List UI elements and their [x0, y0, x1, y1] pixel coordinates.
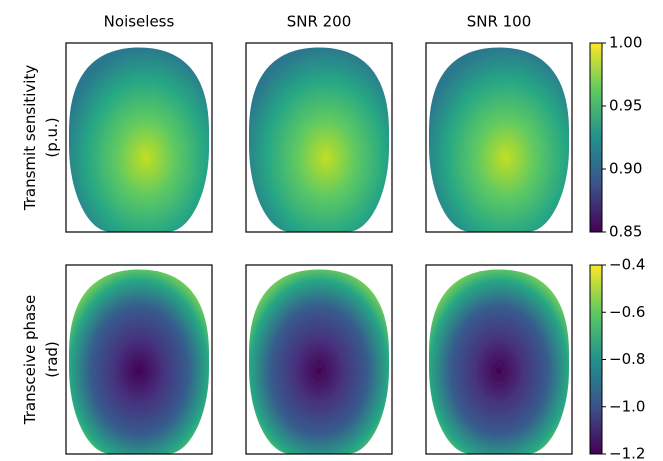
colorbar-tick-label: 1.00 — [609, 34, 642, 52]
image-panel — [69, 47, 209, 232]
row-label-line: (rad) — [43, 341, 61, 378]
image-panel — [429, 269, 569, 454]
panel-frame — [425, 42, 573, 233]
column-title: SNR 100 — [467, 13, 532, 31]
panel-frame — [425, 264, 573, 455]
colorbar-tick-label: 0.95 — [609, 97, 642, 115]
colorbar — [589, 42, 603, 233]
image-panel — [69, 269, 209, 454]
colorbar-tick-label: −0.4 — [609, 256, 645, 274]
row-label: Transceive phase (rad) — [21, 295, 61, 425]
panel-frame — [245, 264, 393, 455]
panel-frame — [245, 42, 393, 233]
colorbar-tick-label: −0.6 — [609, 303, 645, 321]
head-map — [429, 269, 569, 454]
colorbar-tick-label: −1.2 — [609, 445, 645, 461]
image-panel — [249, 47, 389, 232]
head-map — [249, 47, 389, 232]
column-title: Noiseless — [104, 13, 175, 31]
head-map — [69, 269, 209, 454]
panel-frame — [65, 264, 213, 455]
head-map — [249, 269, 389, 454]
row-label-line: Transceive phase — [21, 295, 39, 425]
colorbar-tick-label: −1.0 — [609, 397, 645, 415]
column-title: SNR 200 — [287, 13, 352, 31]
image-panel — [429, 47, 569, 232]
colorbar-tick-label: −0.8 — [609, 350, 645, 368]
row-label-line: Transmit sensitivity — [21, 65, 39, 212]
colorbar-tick-label: 0.90 — [609, 160, 642, 178]
row-label: Transmit sensitivity (p.u.) — [21, 65, 61, 212]
colorbar — [589, 264, 603, 455]
image-panel — [249, 269, 389, 454]
colorbar-tick-label: 0.85 — [609, 223, 642, 241]
head-map — [69, 47, 209, 232]
row-label-line: (p.u.) — [43, 117, 61, 157]
panel-frame — [65, 42, 213, 233]
head-map — [429, 47, 569, 232]
